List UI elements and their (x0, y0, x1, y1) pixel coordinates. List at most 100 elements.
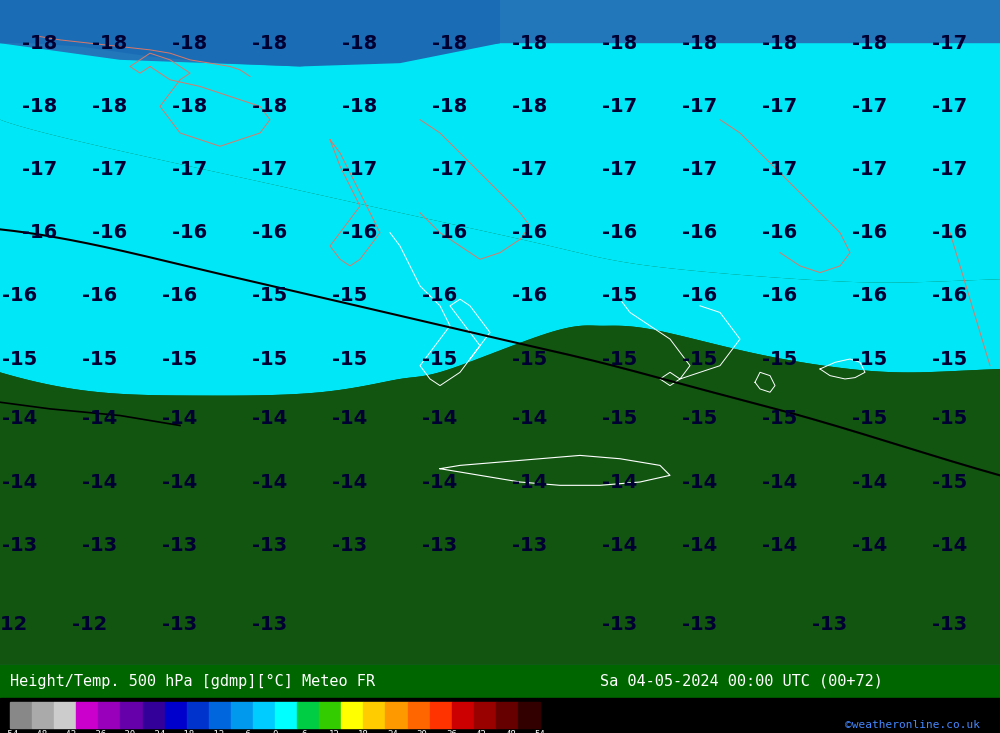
Text: -16: -16 (2, 287, 38, 306)
Text: -13: -13 (82, 536, 118, 555)
Text: -14: -14 (252, 409, 288, 428)
Text: -16: -16 (172, 223, 208, 242)
Text: -15: -15 (162, 350, 198, 369)
Text: -14: -14 (602, 473, 638, 492)
Text: -14: -14 (602, 536, 638, 555)
Text: -17: -17 (22, 160, 58, 179)
Text: -18: -18 (432, 34, 468, 53)
Text: -16: -16 (512, 287, 548, 306)
Text: 54: 54 (535, 730, 545, 733)
Text: 48: 48 (505, 730, 516, 733)
Text: -18: -18 (179, 730, 195, 733)
Text: -16: -16 (682, 223, 718, 242)
Bar (187, 702, 209, 728)
Polygon shape (0, 119, 1000, 396)
Text: -18: -18 (22, 97, 58, 116)
Text: 18: 18 (358, 730, 369, 733)
Text: -17: -17 (682, 97, 718, 116)
Text: -14: -14 (762, 536, 798, 555)
Text: -18: -18 (682, 34, 718, 53)
Text: -15: -15 (82, 350, 118, 369)
Text: -14: -14 (332, 473, 368, 492)
Text: -13: -13 (682, 616, 718, 635)
Text: -14: -14 (512, 409, 548, 428)
Text: -17: -17 (932, 34, 968, 53)
Text: -18: -18 (852, 34, 888, 53)
Text: -14: -14 (682, 473, 718, 492)
Text: -36: -36 (90, 730, 106, 733)
Text: -15: -15 (932, 350, 968, 369)
Text: 6: 6 (302, 730, 307, 733)
Text: Sa 04-05-2024 00:00 UTC (00+72): Sa 04-05-2024 00:00 UTC (00+72) (600, 674, 883, 689)
Text: -13: -13 (602, 616, 638, 635)
Bar (253, 702, 275, 728)
Bar (452, 702, 474, 728)
Text: -13: -13 (332, 536, 368, 555)
Text: -15: -15 (602, 287, 638, 306)
Polygon shape (0, 0, 500, 67)
Text: -16: -16 (762, 287, 798, 306)
Bar (319, 702, 341, 728)
Bar (143, 702, 165, 728)
Text: -13: -13 (422, 536, 458, 555)
Polygon shape (0, 325, 1000, 665)
Text: -17: -17 (172, 160, 208, 179)
Text: -16: -16 (762, 223, 798, 242)
Bar (385, 702, 408, 728)
Text: -15: -15 (932, 473, 968, 492)
Text: -15: -15 (252, 350, 288, 369)
Bar (408, 702, 430, 728)
Text: -16: -16 (602, 223, 638, 242)
Text: -13: -13 (162, 616, 198, 635)
Bar (165, 702, 187, 728)
Text: -12: -12 (72, 616, 108, 635)
Text: -18: -18 (602, 34, 638, 53)
Bar (474, 702, 496, 728)
Bar (430, 702, 452, 728)
Text: -14: -14 (512, 473, 548, 492)
Bar (363, 702, 385, 728)
Text: 0: 0 (272, 730, 278, 733)
Text: -13: -13 (252, 536, 288, 555)
Text: -17: -17 (852, 160, 888, 179)
Bar (231, 702, 253, 728)
Text: -15: -15 (682, 409, 718, 428)
Text: -14: -14 (852, 473, 888, 492)
Text: -14: -14 (82, 409, 118, 428)
Bar (76, 702, 98, 728)
Text: -17: -17 (252, 160, 288, 179)
Text: -16: -16 (682, 287, 718, 306)
Text: -17: -17 (432, 160, 468, 179)
Bar (32, 702, 54, 728)
Text: 42: 42 (476, 730, 486, 733)
Text: -16: -16 (852, 223, 888, 242)
Text: -42: -42 (61, 730, 77, 733)
Text: -17: -17 (762, 160, 798, 179)
Text: -16: -16 (82, 287, 118, 306)
Text: -13: -13 (2, 536, 38, 555)
Text: -14: -14 (422, 409, 458, 428)
Text: -18: -18 (252, 34, 288, 53)
Text: -16: -16 (342, 223, 378, 242)
Text: -12: -12 (0, 616, 28, 635)
Text: -18: -18 (762, 34, 798, 53)
Text: 12: 12 (329, 730, 339, 733)
Text: -14: -14 (162, 473, 198, 492)
Text: -18: -18 (432, 97, 468, 116)
Text: -14: -14 (2, 473, 38, 492)
Bar (496, 702, 518, 728)
Text: -15: -15 (852, 409, 888, 428)
Bar (54, 702, 76, 728)
Text: -16: -16 (422, 287, 458, 306)
Text: -16: -16 (252, 223, 288, 242)
Text: -16: -16 (92, 223, 128, 242)
Bar (0, 665, 1000, 698)
Text: -17: -17 (602, 160, 638, 179)
Text: -16: -16 (852, 287, 888, 306)
Polygon shape (0, 0, 1000, 67)
Text: -16: -16 (432, 223, 468, 242)
Text: -14: -14 (82, 473, 118, 492)
Text: -18: -18 (172, 34, 208, 53)
Text: -54: -54 (2, 730, 18, 733)
Bar (209, 702, 231, 728)
